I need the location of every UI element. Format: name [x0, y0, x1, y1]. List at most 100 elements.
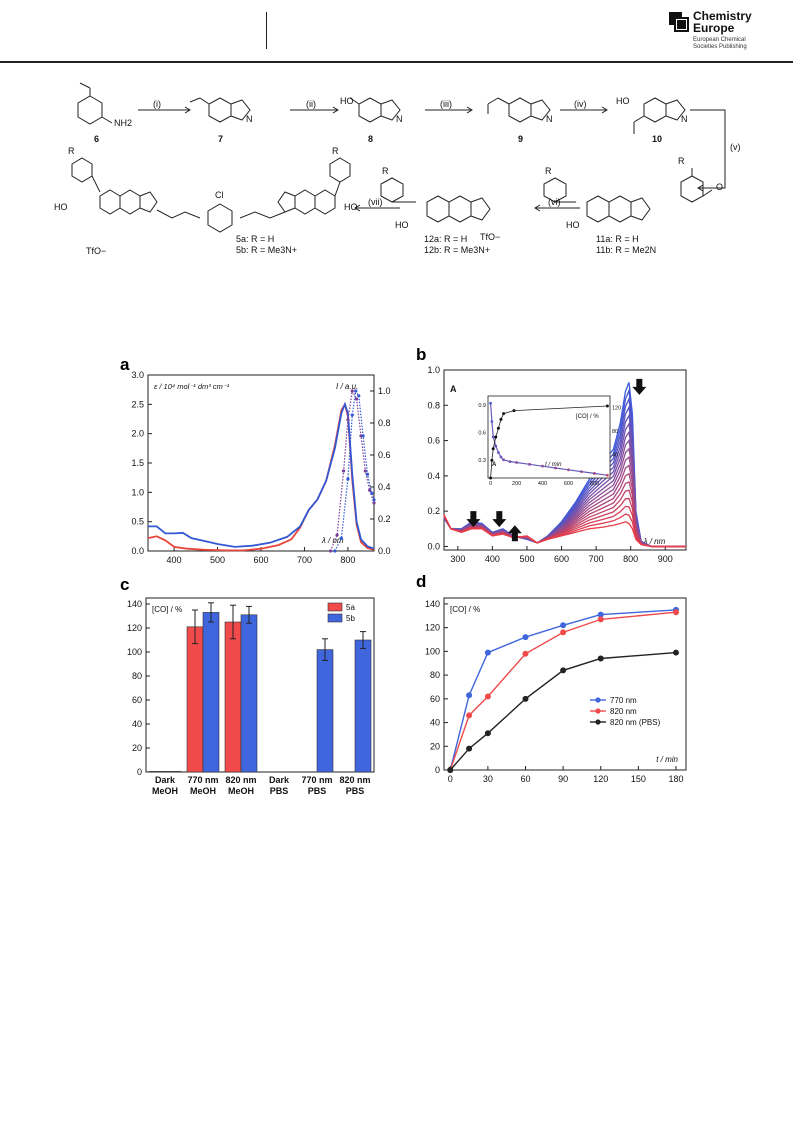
y-tick-label: 3.0 — [131, 370, 144, 380]
compound-caption: 5b: R = Me3N+ — [236, 245, 297, 255]
atom-label: Cl — [215, 190, 224, 200]
bar-5b — [202, 612, 220, 773]
y-axis-label-left: ε / 10⁴ mol⁻¹ dm³ cm⁻¹ — [154, 382, 230, 391]
x-tick-label: 90 — [558, 774, 568, 784]
chart-a-frame — [147, 374, 375, 552]
x-tick-label: 500 — [210, 555, 225, 565]
logo-line-4: Societies Publishing — [693, 44, 747, 50]
emission-series-line — [329, 389, 375, 552]
y-tick-label: 100 — [127, 647, 142, 657]
data-point — [597, 655, 604, 662]
legend-label: 5b — [346, 614, 355, 623]
header-divider — [266, 12, 267, 49]
bar-5b — [316, 649, 334, 773]
step-label: (vi) — [548, 197, 561, 207]
legend-swatch — [327, 613, 343, 623]
category-label-line2: PBS — [308, 786, 327, 796]
atom-label: NH2 — [114, 118, 132, 128]
step-label: (vii) — [368, 197, 383, 207]
y-tick-label: 20 — [132, 743, 142, 753]
chart-d-frame — [443, 597, 687, 771]
x-tick-label: 150 — [631, 774, 646, 784]
data-point — [484, 649, 491, 656]
substituent-label: R — [678, 156, 685, 166]
logo-line-1: Chemistry — [693, 9, 752, 23]
arrow-down-icon — [632, 378, 647, 395]
y-tick-label: 0.6 — [427, 436, 440, 446]
bar-5a — [148, 771, 166, 773]
inset-y-right-tick-label: 80 — [612, 429, 618, 435]
y-tick-label: 60 — [132, 695, 142, 705]
category-label-line2: MeOH — [152, 786, 178, 796]
inset-y-label-left: A — [492, 462, 497, 468]
chart-b-photolysis-spectra: 300 400 500 600 700 800 9000.00.20.40.60.81.0λ… — [427, 365, 687, 564]
inset-co-point — [494, 435, 498, 439]
data-point — [466, 712, 473, 719]
y-tick-label: 40 — [132, 719, 142, 729]
compound-caption: 11b: R = Me2N — [596, 245, 656, 255]
step-label: (i) — [153, 99, 161, 109]
data-point — [447, 767, 454, 773]
publisher-logo[interactable]: Chemistry Europe European Chemical Socie… — [669, 10, 769, 56]
legend-label: 5a — [346, 603, 355, 612]
category-label-line2: PBS — [346, 786, 365, 796]
legend-swatch — [327, 602, 343, 612]
inset-frame — [487, 395, 611, 479]
inset-y-label-right: [CO] / % — [576, 414, 599, 420]
step-label: (iv) — [574, 99, 587, 109]
substituent-label: R — [332, 146, 339, 156]
logo-line-3: European Chemical — [693, 37, 746, 43]
inset-co-point — [490, 458, 494, 462]
y-axis-label: A — [450, 384, 457, 394]
x-axis-label: t / min — [656, 755, 678, 764]
compound-label: 7 — [218, 134, 223, 144]
bar-5b — [354, 639, 372, 773]
chart-d-co-release-kinetics: 0 30 60 90 120 150 180 0 20 40 60 80 100 120 140 [CO] /… — [425, 597, 687, 784]
category-label-line2: MeOH — [228, 786, 254, 796]
data-point — [597, 611, 604, 618]
x-tick-label: 700 — [297, 555, 312, 565]
y-tick-label: 120 — [127, 623, 142, 633]
inset-x-tick-label: 600 — [564, 481, 573, 487]
data-point — [560, 667, 567, 674]
inset-absorbance-point — [489, 401, 492, 405]
category-label-line2: PBS — [270, 786, 289, 796]
y-tick-label: 1.0 — [427, 365, 440, 375]
emission-point — [346, 477, 350, 481]
atom-label: HO — [344, 202, 358, 212]
category-label-line1: 770 nm — [301, 775, 332, 785]
substituent-label: R — [545, 166, 552, 176]
y-tick-label: 2.0 — [131, 429, 144, 439]
bar-5a — [224, 621, 242, 773]
y-tick-label: 60 — [430, 694, 440, 704]
y-tick-label: 0.4 — [427, 471, 440, 481]
step-label: (iii) — [440, 99, 452, 109]
y-tick-label: 0.8 — [427, 400, 440, 410]
y-tick-label: 20 — [430, 741, 440, 751]
data-point — [560, 629, 567, 636]
x-tick-label: 300 — [450, 554, 465, 564]
arrow-up-icon — [507, 525, 522, 542]
x-axis-label: λ / nm — [321, 536, 344, 545]
y-tick-label: 80 — [430, 670, 440, 680]
category-label-line2: MeOH — [190, 786, 216, 796]
compound-caption: 11a: R = H — [596, 234, 639, 244]
y-tick-label: 0 — [435, 765, 440, 775]
synthesis-scheme: 6 7 8 9 10 (i) (ii) (iii) (iv) (v) (vi) … — [54, 82, 741, 256]
y-right-tick-label: 0.6 — [378, 450, 391, 460]
chemistry-europe-logo-icon — [669, 12, 689, 32]
inset-y-tick-label: 0.3 — [478, 458, 486, 464]
compound-label: 9 — [518, 134, 523, 144]
header-rule — [0, 61, 793, 63]
substituent-label: R — [382, 166, 389, 176]
bar-5a — [186, 626, 204, 773]
bar-5b — [240, 614, 258, 773]
x-tick-label: 500 — [519, 554, 534, 564]
inset-co-point — [496, 426, 500, 430]
y-tick-label: 120 — [425, 623, 440, 633]
legend-label: 820 nm — [610, 707, 637, 716]
inset-x-tick-label: 0 — [489, 481, 492, 487]
x-tick-label: 900 — [658, 554, 673, 564]
y-tick-label: 0.0 — [131, 546, 144, 556]
compound-label: 10 — [652, 134, 662, 144]
